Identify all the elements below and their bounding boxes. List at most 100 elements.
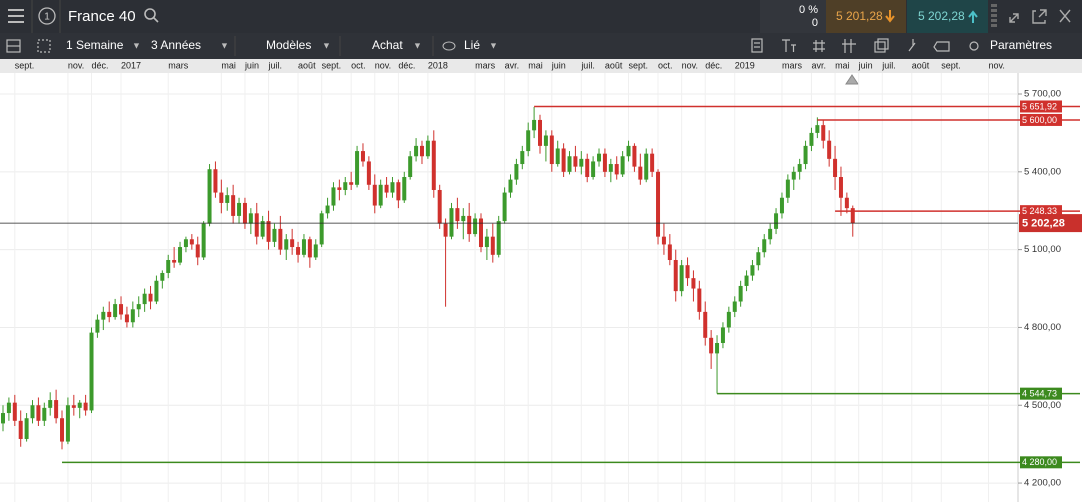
x-tick-label: oct. xyxy=(351,60,366,70)
x-tick-label: août xyxy=(605,60,623,70)
change-value: 0 xyxy=(812,17,818,29)
info-badge[interactable] xyxy=(38,7,56,25)
candle-body xyxy=(844,197,849,209)
candle-body xyxy=(83,402,88,411)
settings-button[interactable]: Paramètres xyxy=(990,38,1052,52)
candle-body xyxy=(89,332,94,411)
candle-body xyxy=(384,184,389,193)
x-tick-label: déc. xyxy=(92,60,109,70)
candle-body xyxy=(396,182,401,201)
candle-body xyxy=(549,135,554,165)
candle-body xyxy=(154,280,159,302)
candle-body xyxy=(561,148,566,172)
x-tick-label: sept. xyxy=(629,60,649,70)
candle-body xyxy=(573,156,578,167)
level-label: 4 544,73 xyxy=(1022,389,1057,399)
candle-body xyxy=(30,405,35,419)
candle-body xyxy=(119,304,124,315)
candle-body xyxy=(319,213,324,245)
candle-body xyxy=(231,195,236,216)
dropdown-arrow: ▼ xyxy=(489,40,498,50)
candle-body xyxy=(437,189,442,224)
range-select[interactable]: 3 Années xyxy=(151,38,201,52)
candle-body xyxy=(738,285,743,302)
candle-body xyxy=(673,260,678,292)
candle-body xyxy=(467,215,472,235)
x-tick-label: sept. xyxy=(15,60,35,70)
candle-body xyxy=(803,145,808,165)
candle-body xyxy=(24,418,29,439)
scroll-marker[interactable] xyxy=(845,74,859,85)
candle-body xyxy=(496,221,501,255)
level-label: 4 280,00 xyxy=(1022,457,1057,467)
time-axis xyxy=(0,59,1082,73)
candle-body xyxy=(242,202,247,224)
candle-body xyxy=(414,145,419,157)
candle-body xyxy=(779,197,784,214)
candle-body xyxy=(248,213,253,224)
level-label: 5 651,92 xyxy=(1022,101,1057,111)
candle-body xyxy=(656,171,661,237)
candle-body xyxy=(71,405,76,408)
candle-body xyxy=(585,158,590,178)
candle-body xyxy=(213,169,218,193)
buy-button[interactable] xyxy=(907,0,988,33)
resize-icon[interactable] xyxy=(1009,13,1019,23)
candle-body xyxy=(284,239,289,250)
candle-body xyxy=(726,311,731,328)
candle-body xyxy=(337,187,342,190)
candle-body xyxy=(237,202,242,216)
candle-body xyxy=(838,177,843,198)
candle-body xyxy=(65,405,70,442)
candle-body xyxy=(697,288,702,312)
candle-body xyxy=(425,140,430,157)
candle-body xyxy=(60,418,65,442)
candle-body xyxy=(667,244,672,261)
side-select[interactable]: Achat xyxy=(372,38,403,52)
close-icon[interactable] xyxy=(1059,9,1071,23)
x-tick-label: mars xyxy=(782,60,802,70)
candle-body xyxy=(183,239,188,248)
candle-body xyxy=(343,182,348,190)
search-icon[interactable] xyxy=(144,8,159,23)
candle-body xyxy=(756,252,761,266)
candle-body xyxy=(833,158,838,178)
menu-button[interactable] xyxy=(8,9,24,23)
x-tick-label: août xyxy=(298,60,316,70)
badge-text: 1 xyxy=(44,12,50,23)
candle-body xyxy=(307,239,312,258)
x-tick-label: oct. xyxy=(658,60,673,70)
x-tick-label: déc. xyxy=(398,60,415,70)
x-tick-label: sept. xyxy=(322,60,342,70)
y-tick-label: 4 200,00 xyxy=(1024,478,1061,489)
level-tag xyxy=(1020,387,1062,400)
x-tick-label: sept. xyxy=(941,60,961,70)
candle-body xyxy=(42,407,47,421)
candle-body xyxy=(48,400,53,408)
candle-body xyxy=(301,239,306,255)
popout-icon[interactable] xyxy=(1032,9,1047,24)
candle-body xyxy=(484,236,489,248)
candle-body xyxy=(797,164,802,172)
sell-price: 5 201,28 xyxy=(836,9,883,23)
dropdown-arrow: ▼ xyxy=(220,40,229,50)
link-select[interactable]: Lié xyxy=(464,38,480,52)
candle-body xyxy=(178,247,183,263)
x-tick-label: juil. xyxy=(881,60,896,70)
candle-body xyxy=(532,119,537,131)
y-tick-label: 5 700,00 xyxy=(1024,89,1061,100)
candle-body xyxy=(744,275,749,286)
period-select[interactable]: 1 Semaine xyxy=(66,38,124,52)
candle-body xyxy=(266,221,271,242)
templates-select[interactable]: Modèles xyxy=(266,38,311,52)
candle-body xyxy=(679,265,684,292)
candle-body xyxy=(597,153,602,162)
x-tick-label: juil. xyxy=(580,60,595,70)
candle-body xyxy=(703,311,708,338)
x-tick-label: 2018 xyxy=(428,60,448,70)
x-tick-label: mai xyxy=(835,60,850,70)
candle-body xyxy=(260,221,265,237)
candle-body xyxy=(172,260,177,263)
